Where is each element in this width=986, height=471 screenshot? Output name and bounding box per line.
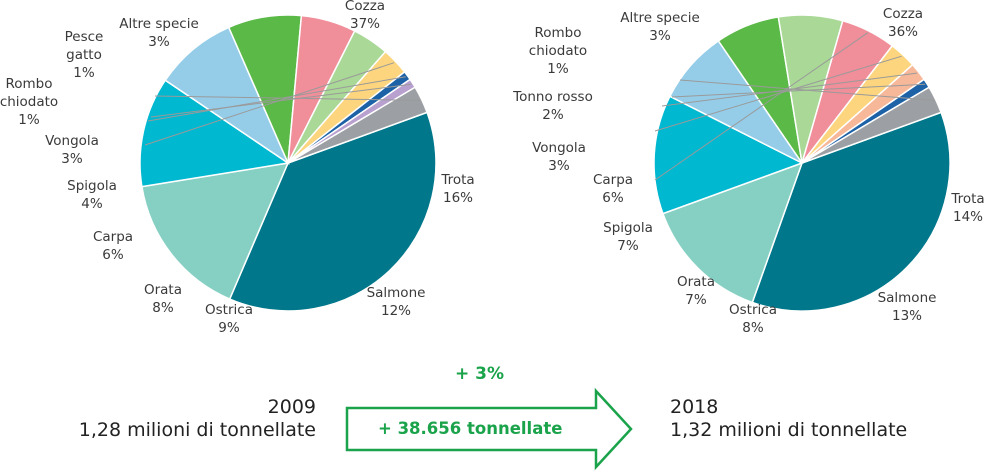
slice-label-vongola: Vongola 3% [532, 140, 586, 174]
slice-label-ostrica: Ostrica 8% [729, 302, 777, 336]
slice-label-pesce-gatto: Pesce gatto 1% [65, 29, 104, 81]
total-2018: 1,32 milioni di tonnellate [670, 419, 908, 441]
leader-line [154, 95, 420, 101]
year-2018: 2018 [670, 396, 719, 418]
total-2009: 1,28 milioni di tonnellate [78, 419, 316, 441]
labels-2018: Cozza 36% Trota 14% Salmone 13% Ostrica 8% Orata… [512, 6, 985, 336]
pie-slice-altre-specie [801, 86, 943, 164]
slice-label-carpa: Carpa 6% [93, 229, 133, 263]
slice-label-orata: Orata 7% [677, 274, 715, 308]
growth-arrow [345, 387, 633, 471]
slice-label-spigola: Spigola 4% [67, 178, 117, 212]
slice-label-trota: Trota 16% [440, 172, 474, 206]
slice-label-rombo-chiodato: Rombo chiodato 1% [0, 76, 58, 128]
leader-line [654, 32, 869, 181]
year-2018-block: 2018 1,32 milioni di tonnellate [670, 396, 907, 442]
leader-line [147, 76, 406, 122]
growth-tonnes: + 38.656 tonnellate [378, 419, 563, 438]
slice-label-altre-specie: Altre specie 3% [620, 10, 700, 44]
slice-label-trota: Trota 14% [950, 191, 984, 225]
leader-line [150, 83, 412, 118]
slice-label-altre-specie: Altre specie 3% [119, 16, 199, 50]
pie-slice-cozza [751, 111, 951, 312]
slice-label-ostrica: Ostrica 9% [205, 302, 253, 336]
leader-line [654, 55, 902, 132]
slice-label-salmone: Salmone 12% [367, 285, 426, 319]
growth-percent: + 3% [455, 364, 505, 384]
pie-slice-trota [661, 161, 804, 304]
pie-chart-2018 [653, 14, 951, 312]
leader-line [144, 62, 395, 146]
slice-label-tonno-rosso: Tonno rosso 2% [512, 89, 593, 123]
labels-2009: Cozza 37% Trota 16% Salmone 12% Ostrica 9% Orata… [0, 0, 475, 336]
slice-label-vongola: Vongola 3% [45, 133, 99, 167]
pie-slice-cozza [228, 111, 437, 312]
slice-label-spigola: Spigola 7% [603, 220, 653, 254]
slice-label-salmone: Salmone 13% [878, 290, 937, 324]
pie-chart-2009 [139, 14, 437, 312]
pie-slice-ostrica [164, 26, 290, 166]
pie-slice-salmone [653, 95, 804, 215]
year-2009-block: 2009 1,28 milioni di tonnellate [79, 396, 316, 442]
pie-slice-salmone [139, 79, 290, 188]
slice-label-orata: Orata 8% [144, 282, 182, 316]
leader-line [661, 72, 918, 107]
pie-slice-altre-specie [287, 86, 429, 164]
leader-line [671, 83, 926, 98]
slice-label-carpa: Carpa 6% [593, 172, 633, 206]
year-2009: 2009 [267, 396, 316, 418]
slice-label-cozza: Cozza 37% [345, 0, 385, 32]
slice-label-rombo-chiodato: Rombo chiodato 1% [529, 25, 587, 77]
slice-label-cozza: Cozza 36% [883, 6, 923, 40]
pie-slice-trota [141, 162, 290, 301]
leader-line [679, 79, 934, 101]
